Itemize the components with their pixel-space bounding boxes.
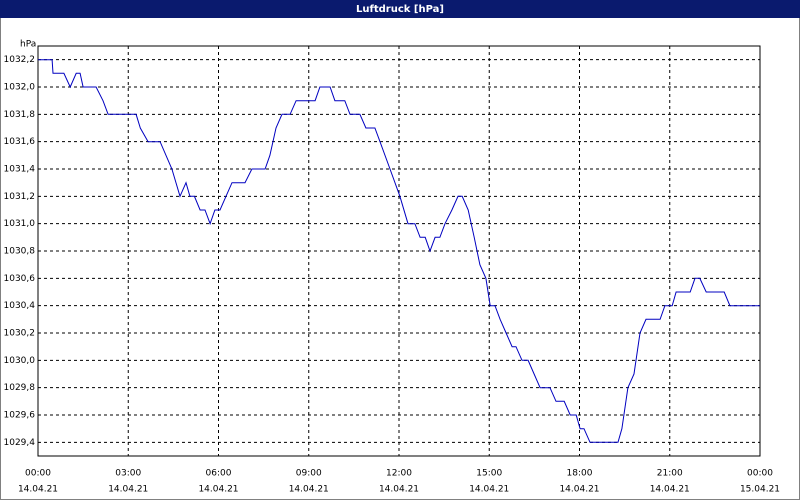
y-tick-label: 1031,8 (4, 110, 36, 120)
y-tick-label: 1031,2 (4, 192, 36, 202)
x-tick-date: 14.04.21 (559, 485, 599, 495)
y-tick-label: 1030,4 (4, 301, 36, 311)
x-tick-date: 14.04.21 (650, 485, 690, 495)
y-tick-label: 1030,8 (4, 247, 36, 257)
y-tick-label: 1029,8 (4, 383, 36, 393)
x-tick-label: 18:00 (567, 469, 593, 479)
x-tick-date: 15.04.21 (740, 485, 780, 495)
x-tick-label: 00:00 (747, 469, 773, 479)
x-tick-label: 06:00 (206, 469, 232, 479)
x-tick-date: 14.04.21 (198, 485, 238, 495)
y-tick-label: 1031,6 (4, 137, 36, 147)
y-tick-label: 1029,6 (4, 411, 36, 421)
x-tick-date: 14.04.21 (289, 485, 329, 495)
x-tick-label: 03:00 (115, 469, 141, 479)
x-tick-label: 21:00 (657, 469, 683, 479)
y-axis-label: hPa (20, 40, 36, 50)
x-tick-label: 09:00 (296, 469, 322, 479)
chart-title: Luftdruck [hPa] (356, 4, 444, 15)
x-tick-date: 14.04.21 (18, 485, 58, 495)
y-tick-label: 1030,6 (4, 274, 36, 284)
y-tick-label: 1032,2 (4, 55, 36, 65)
x-tick-date: 14.04.21 (108, 485, 148, 495)
y-tick-label: 1031,0 (4, 219, 36, 229)
x-tick-label: 12:00 (386, 469, 412, 479)
y-tick-label: 1029,4 (4, 438, 36, 448)
y-tick-label: 1032,0 (4, 83, 36, 93)
data-line (38, 59, 760, 443)
y-tick-label: 1030,0 (4, 356, 36, 366)
x-tick-label: 00:00 (25, 469, 51, 479)
x-tick-label: 15:00 (476, 469, 502, 479)
title-bar (0, 0, 800, 18)
x-tick-date: 14.04.21 (469, 485, 509, 495)
x-tick-date: 14.04.21 (379, 485, 419, 495)
y-tick-label: 1031,4 (4, 165, 36, 175)
y-tick-label: 1030,2 (4, 329, 36, 339)
